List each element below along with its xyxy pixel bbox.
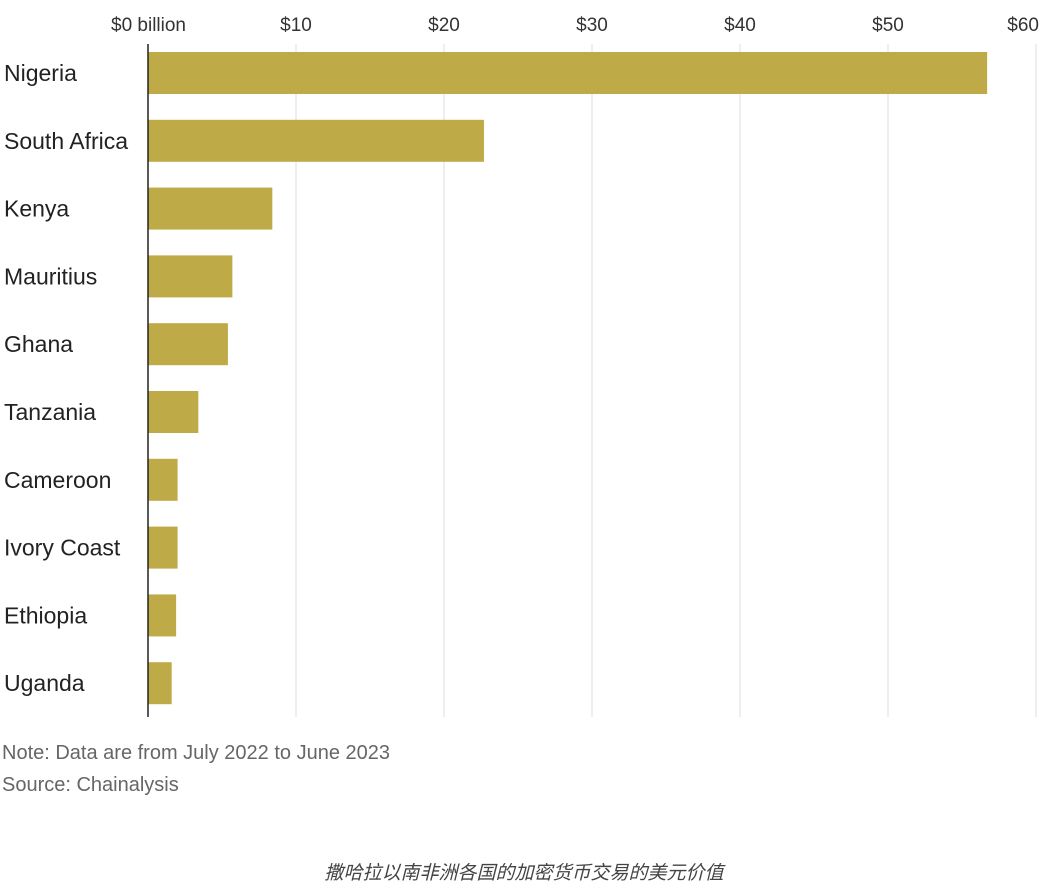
bar — [148, 255, 233, 298]
bar-chart: $0 billion $10 $20 $30 $40 $50 $60 Nigeria Sout… — [4, 15, 1039, 717]
category-label: Cameroon — [4, 467, 111, 493]
category-labels: Nigeria South Africa Kenya Mauritius Ghana Ta… — [4, 60, 128, 696]
category-label: Kenya — [4, 196, 69, 222]
category-label: Ghana — [4, 331, 73, 357]
bar — [148, 323, 228, 366]
x-tick-label: $30 — [576, 15, 608, 36]
chart-note: Note: Data are from July 2022 to June 20… — [2, 742, 391, 764]
x-tick-label: $40 — [724, 15, 756, 36]
x-tick-label: $10 — [280, 15, 312, 36]
category-label: Nigeria — [4, 60, 77, 86]
category-label: Ivory Coast — [4, 535, 121, 561]
bar — [148, 187, 273, 230]
x-tick-label: $0 billion — [111, 15, 186, 36]
category-label: South Africa — [4, 128, 128, 154]
x-tick-label: $60 — [1007, 15, 1039, 36]
category-label: Ethiopia — [4, 602, 87, 628]
x-tick-label: $50 — [872, 15, 904, 36]
x-axis-tick-labels: $0 billion $10 $20 $30 $40 $50 $60 — [111, 15, 1039, 36]
bar — [148, 594, 177, 637]
x-tick-label: $20 — [428, 15, 460, 36]
bar — [148, 458, 178, 501]
category-label: Tanzania — [4, 399, 96, 425]
category-label: Uganda — [4, 670, 85, 696]
chart-caption: 撒哈拉以南非洲各国的加密货币交易的美元价值 — [324, 863, 724, 884]
bar — [148, 52, 988, 94]
bar — [148, 526, 178, 569]
chart-source: Source: Chainalysis — [2, 774, 179, 796]
bar — [148, 662, 172, 705]
bars — [148, 52, 988, 705]
bar — [148, 119, 484, 162]
bar — [148, 391, 199, 433]
category-label: Mauritius — [4, 263, 97, 289]
